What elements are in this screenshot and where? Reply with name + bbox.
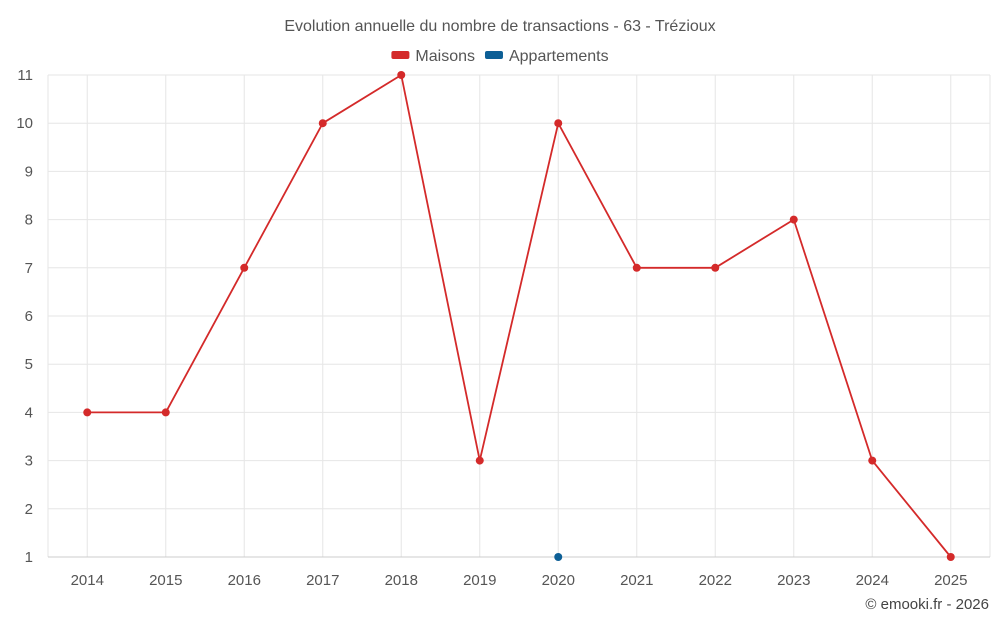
series	[83, 71, 955, 561]
data-point[interactable]	[632, 263, 641, 272]
data-point[interactable]	[946, 553, 955, 561]
x-tick-label: 2018	[385, 572, 418, 589]
x-tick-label: 2021	[620, 572, 653, 589]
y-tick-label: 5	[25, 356, 33, 373]
data-point[interactable]	[475, 456, 484, 465]
y-tick-label: 1	[25, 549, 33, 566]
data-point[interactable]	[397, 71, 406, 79]
x-tick-label: 2020	[542, 572, 575, 589]
x-tick-label: 2016	[228, 572, 261, 589]
grid	[47, 74, 991, 557]
x-tick-label: 2024	[856, 572, 889, 589]
chart-title: Evolution annuelle du nombre de transact…	[284, 18, 715, 35]
legend-label: Appartements	[509, 48, 609, 65]
y-tick-label: 7	[25, 260, 33, 277]
legend-label: Maisons	[415, 48, 475, 65]
y-tick-label: 11	[17, 67, 33, 84]
data-point[interactable]	[868, 456, 877, 465]
x-tick-label: 2019	[463, 572, 496, 589]
y-tick-label: 9	[25, 163, 33, 180]
y-tick-label: 8	[25, 212, 33, 229]
data-point[interactable]	[240, 263, 249, 272]
data-point[interactable]	[554, 119, 563, 128]
legend-item-maisons[interactable]: Maisons	[391, 48, 475, 65]
y-tick-label: 6	[25, 308, 33, 325]
data-point[interactable]	[554, 553, 563, 561]
x-tick-label: 2017	[306, 572, 339, 589]
series-appartements[interactable]	[554, 553, 563, 561]
legend[interactable]: Maisons Appartements	[391, 48, 609, 65]
data-point[interactable]	[711, 263, 720, 272]
credit-text[interactable]: © emooki.fr - 2026	[865, 596, 989, 613]
legend-item-appartements[interactable]: Appartements	[484, 48, 609, 65]
axes: 1 2 3 4 5 6 7 8 9 10 11 2014 2015 2016 2017 2018 2019 202…	[16, 67, 990, 589]
series-maisons[interactable]	[83, 71, 955, 561]
legend-swatch	[484, 51, 503, 59]
x-tick-label: 2022	[699, 572, 732, 589]
y-tick-label: 3	[25, 453, 33, 470]
y-tick-label: 10	[16, 115, 33, 132]
x-tick-label: 2014	[71, 572, 104, 589]
data-point[interactable]	[789, 215, 798, 224]
x-tick-label: 2023	[777, 572, 810, 589]
legend-swatch	[391, 51, 410, 59]
y-tick-label: 4	[25, 404, 33, 421]
data-point[interactable]	[161, 408, 170, 417]
x-tick-label: 2025	[934, 572, 967, 589]
data-point[interactable]	[83, 408, 92, 417]
x-tick-label: 2015	[149, 572, 182, 589]
y-tick-label: 2	[25, 501, 33, 518]
series-line	[87, 74, 952, 558]
data-point[interactable]	[318, 119, 327, 128]
